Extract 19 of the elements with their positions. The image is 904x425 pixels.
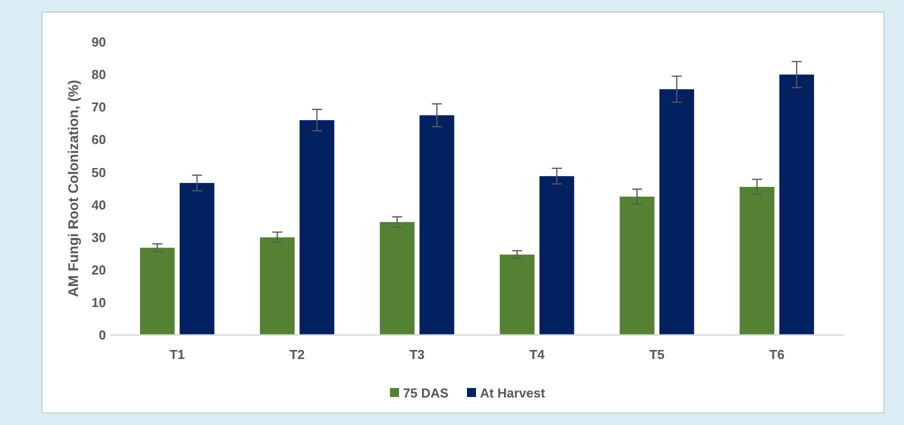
legend-label: At Harvest [480, 386, 546, 401]
y-tick-label: 80 [92, 67, 106, 82]
y-tick-label: 20 [92, 262, 106, 278]
x-tick-label: T6 [769, 347, 784, 362]
y-tick-label: 30 [92, 230, 106, 245]
y-tick-label: 70 [92, 100, 106, 115]
y-tick-label: 90 [92, 34, 106, 50]
x-tick-label: T1 [170, 347, 185, 362]
x-tick-label: T2 [290, 347, 305, 362]
y-tick-label: 40 [92, 197, 106, 212]
y-axis-title: AM Fungi Root Colonization, (%) [65, 80, 81, 297]
legend-label: 75 DAS [403, 386, 449, 401]
x-tick-label: T4 [529, 347, 546, 362]
y-tick-label: 50 [92, 164, 106, 180]
y-tick-label: 0 [98, 328, 106, 343]
x-tick-label: T3 [409, 347, 425, 362]
y-tick-label: 60 [92, 132, 106, 148]
y-tick-label: 10 [92, 294, 106, 310]
x-tick-label: T5 [649, 347, 664, 362]
